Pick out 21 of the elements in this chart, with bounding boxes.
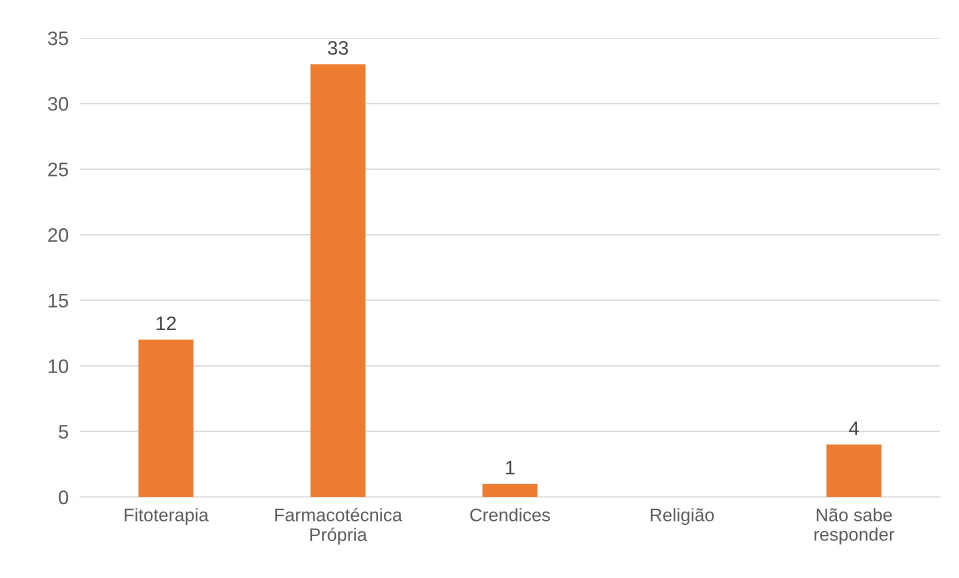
- y-tick-label: 5: [58, 425, 68, 439]
- y-tick-label: 15: [48, 294, 68, 308]
- y-tick-label: 25: [48, 162, 68, 176]
- bar: [310, 64, 366, 497]
- data-label: 33: [328, 41, 348, 55]
- y-tick-label: 10: [48, 359, 68, 374]
- data-label: 1: [506, 460, 514, 474]
- bar: [138, 340, 194, 497]
- x-tick-label: Religião: [650, 508, 714, 525]
- y-tick-label: 30: [48, 97, 68, 111]
- data-label: 12: [156, 316, 176, 330]
- bar: [482, 484, 538, 497]
- x-tick-label: Fitoterapia: [124, 508, 209, 525]
- y-tick-label: 20: [48, 228, 68, 242]
- y-tick-label: 0: [58, 490, 68, 504]
- bar: [826, 444, 882, 497]
- x-tick-label: Farmacotécnica Própria: [275, 508, 402, 545]
- x-tick-label: Crendices: [470, 508, 550, 522]
- x-tick-label: Não sabe responder: [814, 508, 894, 544]
- y-tick-label: 35: [48, 31, 68, 46]
- data-label: 4: [849, 422, 859, 435]
